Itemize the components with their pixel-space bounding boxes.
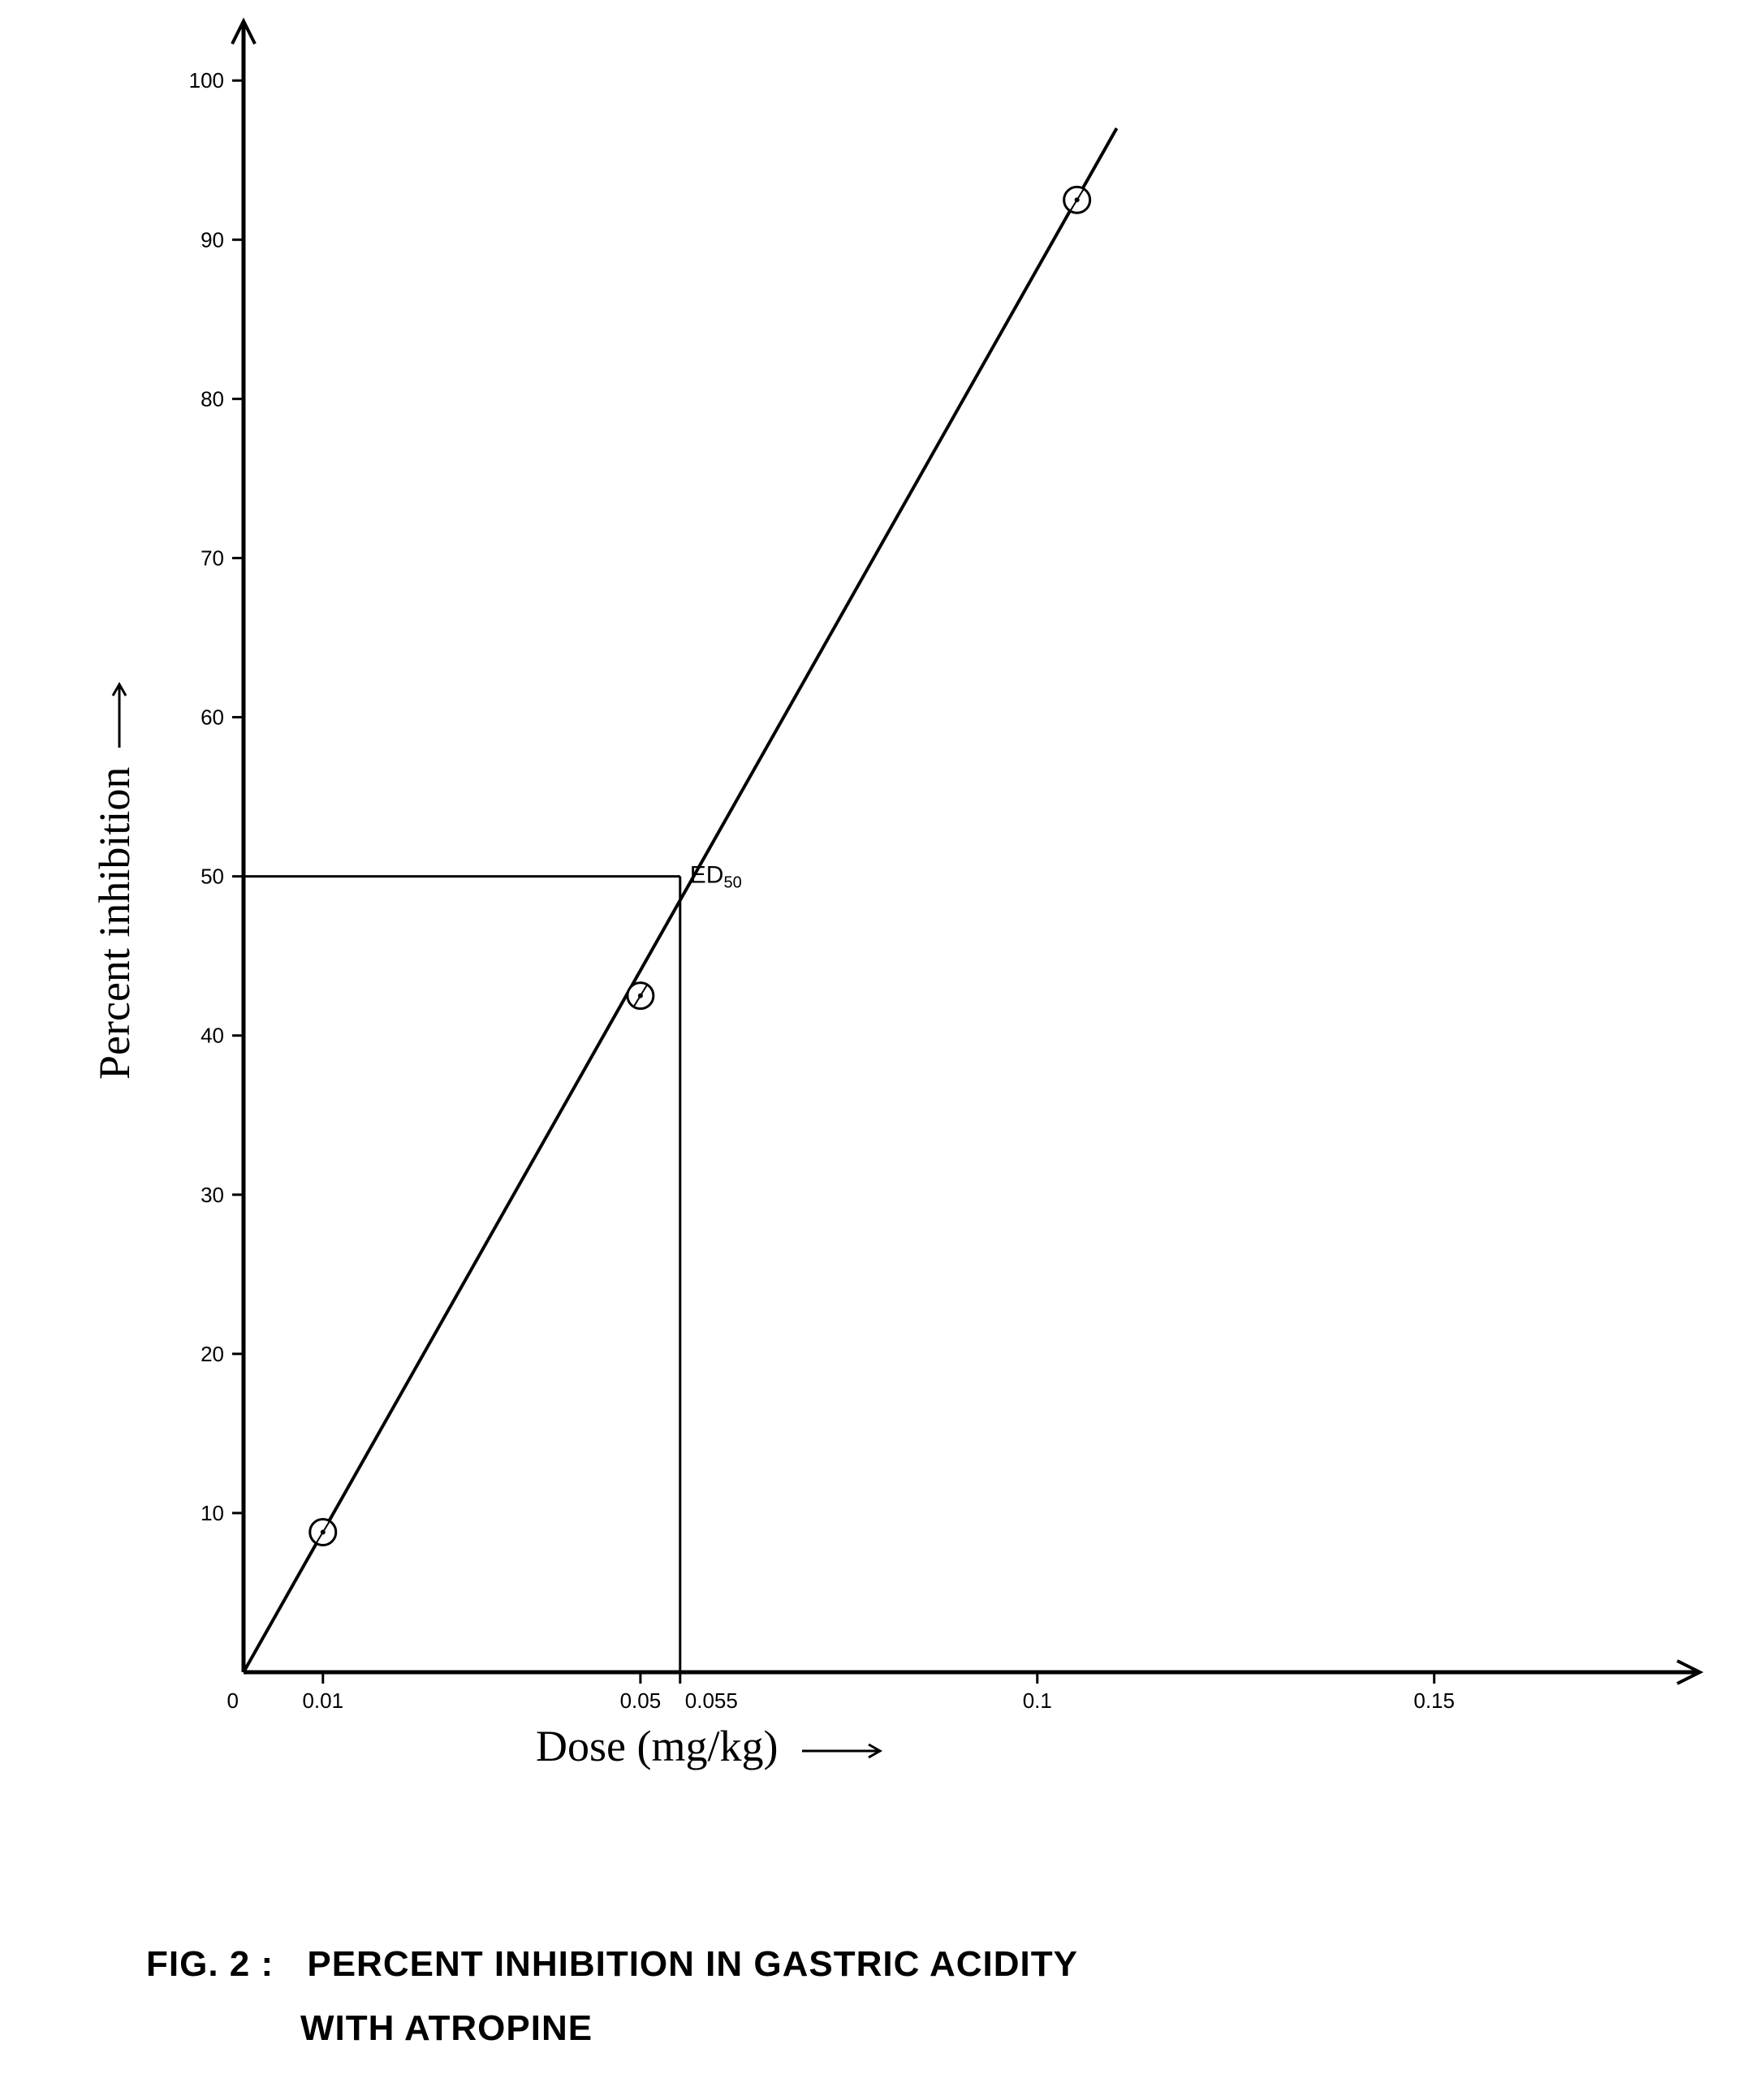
y-tick-label: 30 bbox=[201, 1183, 224, 1207]
caption-line1: PERCENT INHIBITION IN GASTRIC ACIDITY bbox=[307, 1944, 1078, 1984]
y-tick-label: 70 bbox=[201, 545, 224, 570]
caption-prefix: FIG. 2 : bbox=[146, 1944, 274, 1984]
y-tick-label: 40 bbox=[201, 1024, 224, 1048]
chart: 10 20 30 40 50 60 70 80 90 100 0 0.01 0.05 0.055 0.1 0.… bbox=[0, 0, 1760, 1835]
y-tick-label: 10 bbox=[201, 1501, 224, 1525]
x-tick-label: 0 bbox=[227, 1688, 239, 1713]
page: Percent inhibition Dose (mg/kg) 10203040… bbox=[0, 0, 1760, 2100]
y-tick-label: 20 bbox=[201, 1342, 224, 1366]
y-tick-label: 80 bbox=[201, 386, 224, 411]
y-tick-label: 100 bbox=[189, 68, 224, 93]
caption-line2: WITH ATROPINE bbox=[146, 1996, 1078, 2060]
y-tick-label: 50 bbox=[201, 865, 224, 889]
y-tick-label: 90 bbox=[201, 227, 224, 252]
x-tick-label: 0.055 bbox=[685, 1688, 738, 1713]
x-tick-label: 0.01 bbox=[302, 1688, 343, 1713]
x-tick-label: 0.1 bbox=[1023, 1688, 1052, 1713]
y-tick-label: 60 bbox=[201, 705, 224, 730]
figure-caption: FIG. 2 : PERCENT INHIBITION IN GASTRIC A… bbox=[146, 1932, 1078, 2060]
x-tick-label: 0.15 bbox=[1413, 1688, 1455, 1713]
x-tick-label: 0.05 bbox=[620, 1688, 662, 1713]
